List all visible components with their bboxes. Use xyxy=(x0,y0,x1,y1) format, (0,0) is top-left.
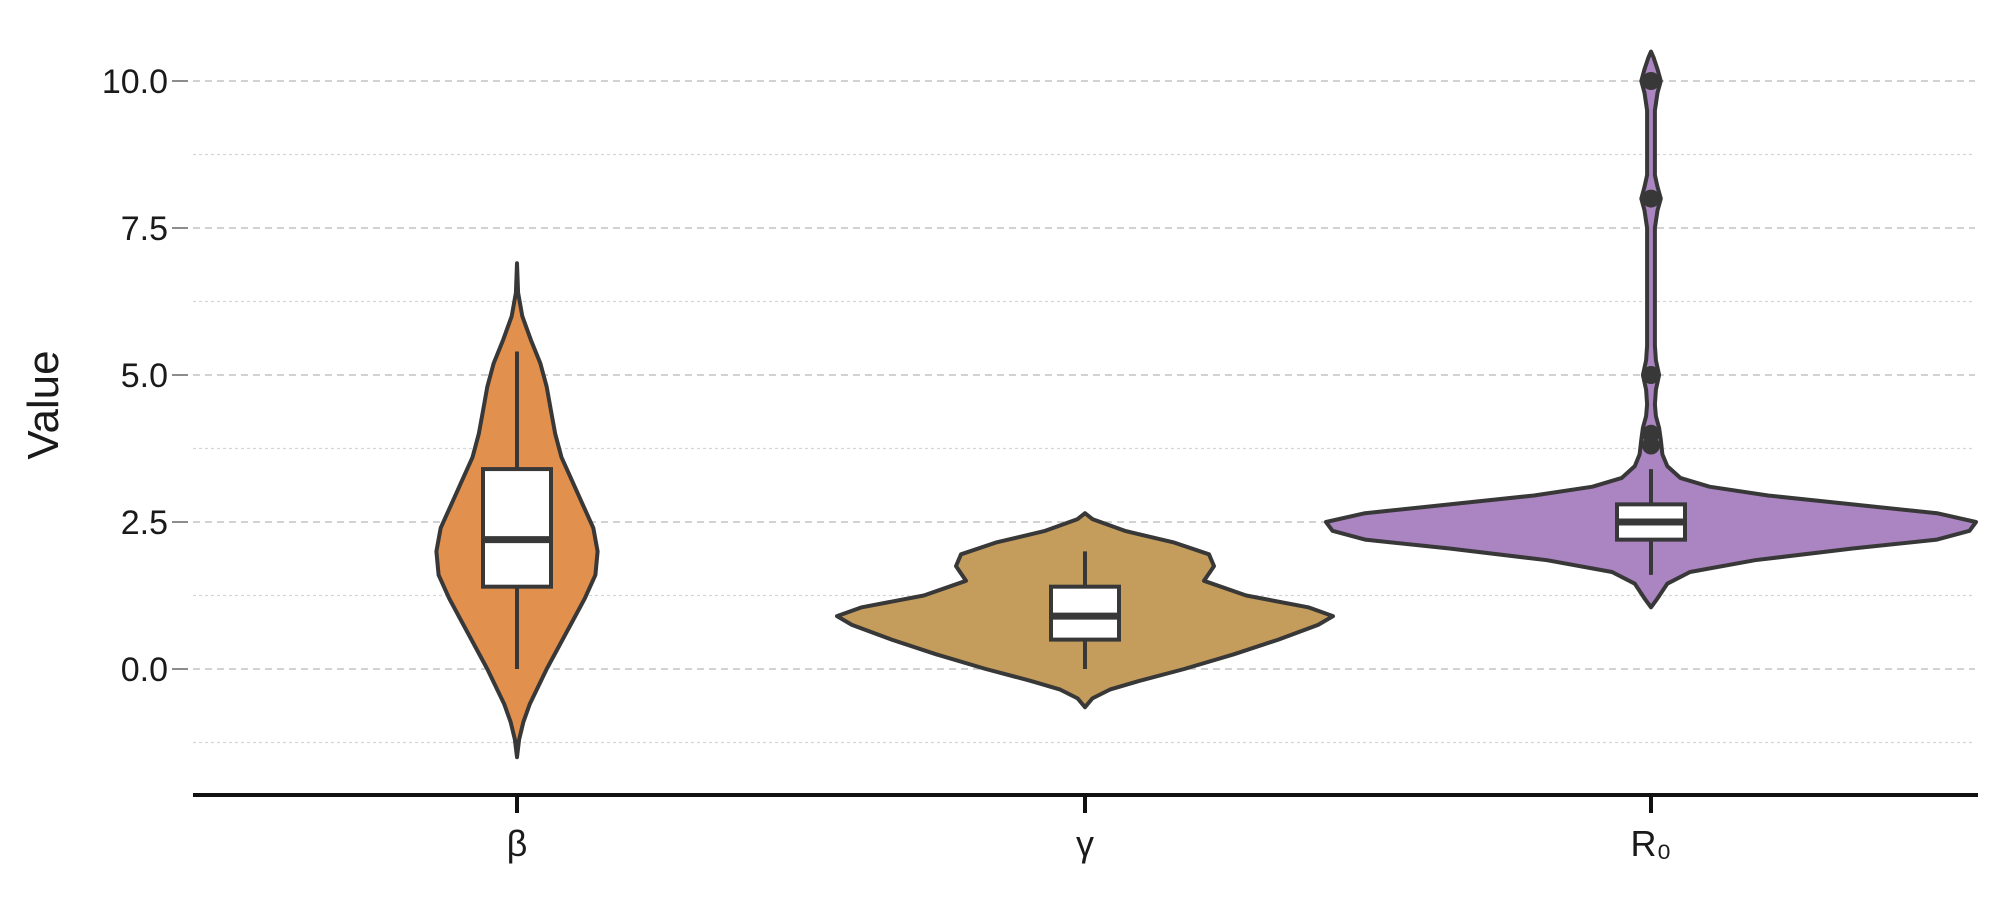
x-tick-label: β xyxy=(507,823,528,864)
violin-3 xyxy=(1324,49,1978,610)
axes: 0.0 2.5 5.0 7.5 10.0 β γ R₀ xyxy=(102,63,1978,864)
violin-2 xyxy=(835,511,1335,710)
violins xyxy=(434,49,1978,760)
y-tick-label: 7.5 xyxy=(121,210,168,248)
violin-body xyxy=(1324,49,1978,610)
outlier-point xyxy=(1642,72,1660,90)
y-axis-label: Value xyxy=(19,350,68,459)
y-tick-label: 10.0 xyxy=(102,63,168,101)
outlier-point xyxy=(1642,424,1660,443)
violin-1 xyxy=(434,261,600,760)
y-tick-label: 0.0 xyxy=(121,651,168,689)
outlier-point xyxy=(1642,366,1660,384)
x-tick-label: R₀ xyxy=(1631,823,1672,864)
y-tick-label: 5.0 xyxy=(121,357,168,395)
outlier-point xyxy=(1642,189,1660,208)
iqr-box xyxy=(481,467,553,589)
x-tick-label: γ xyxy=(1076,823,1094,864)
y-tick-label: 2.5 xyxy=(121,504,168,542)
